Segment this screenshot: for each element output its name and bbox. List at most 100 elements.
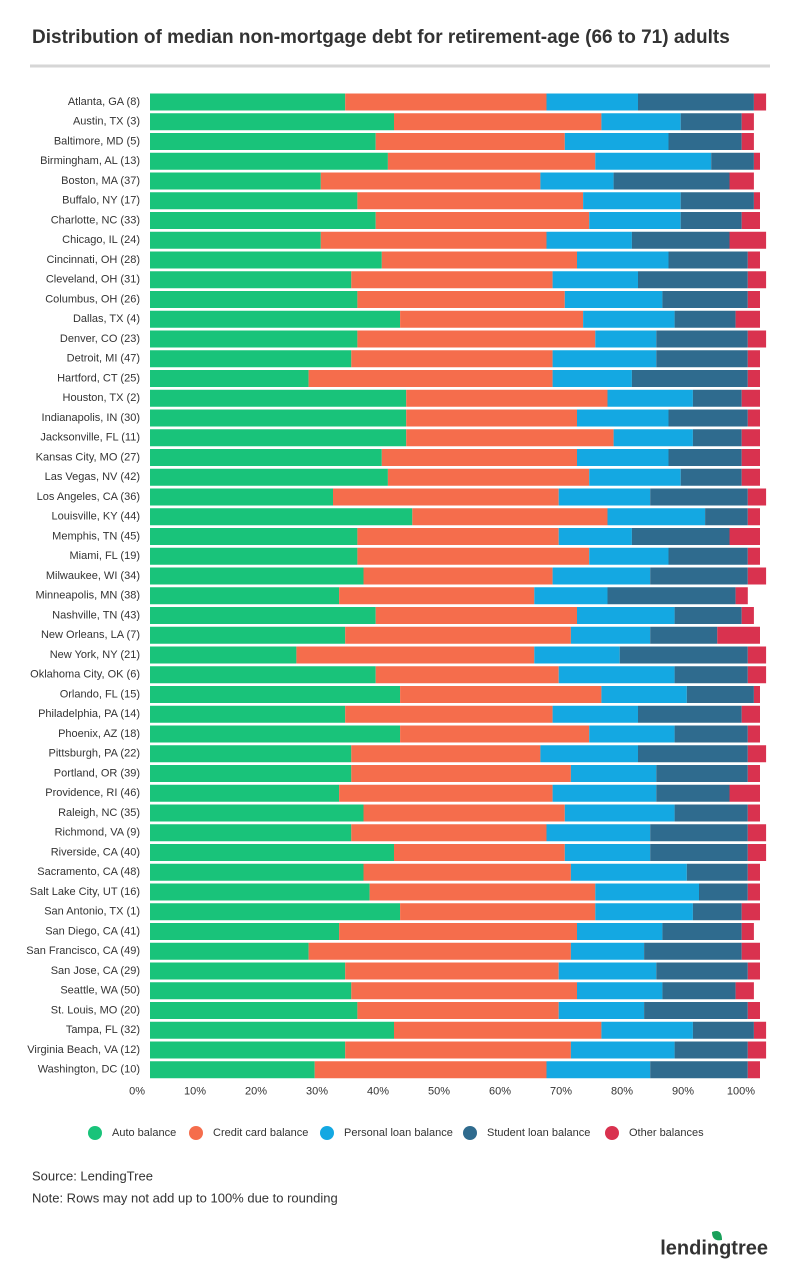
bar-segment bbox=[753, 686, 760, 703]
y-tick-label: Baltimore, MD (5) bbox=[54, 135, 140, 147]
bar-segment bbox=[747, 1002, 760, 1019]
bar-segment bbox=[747, 409, 760, 427]
bar-segment bbox=[601, 686, 687, 703]
bar-segment bbox=[729, 231, 767, 249]
bar-segment bbox=[735, 587, 748, 605]
bar-segment bbox=[705, 508, 748, 526]
bar-segment bbox=[387, 152, 596, 170]
bar-segment bbox=[589, 725, 675, 743]
bar-segment bbox=[747, 765, 760, 782]
bar-segment bbox=[656, 784, 730, 802]
bar-segment bbox=[638, 93, 754, 111]
legend-label: Student loan balance bbox=[487, 1127, 590, 1139]
bar-segment bbox=[747, 1061, 760, 1079]
bar-segment bbox=[668, 133, 742, 150]
legend-swatch bbox=[320, 1126, 334, 1140]
bar-segment bbox=[552, 567, 651, 585]
bar-segment bbox=[686, 686, 754, 703]
bar-segment bbox=[400, 903, 596, 921]
bar-segment bbox=[406, 389, 608, 407]
bar-segment bbox=[601, 1021, 693, 1039]
bar-segment bbox=[308, 370, 553, 387]
bar-segment bbox=[357, 330, 596, 348]
bar-segment bbox=[650, 626, 718, 644]
bar-segment bbox=[589, 468, 681, 486]
bar-segment bbox=[150, 508, 413, 526]
bar-segment bbox=[741, 942, 760, 960]
bar-segment bbox=[363, 863, 571, 881]
bar-segment bbox=[387, 468, 590, 486]
bar-segment bbox=[595, 883, 699, 901]
bar-segment bbox=[747, 824, 767, 842]
bar-segment bbox=[150, 626, 346, 644]
bar-segment bbox=[375, 666, 559, 684]
bar-segment bbox=[741, 212, 760, 229]
bar-segment bbox=[345, 962, 559, 980]
bar-segment bbox=[150, 607, 376, 624]
bar-segment bbox=[729, 784, 760, 802]
bar-segment bbox=[741, 705, 760, 723]
y-tick-label: Phoenix, AZ (18) bbox=[58, 728, 140, 740]
bar-segment bbox=[150, 271, 352, 289]
bar-segment bbox=[595, 152, 712, 170]
bar-segment bbox=[680, 212, 742, 229]
bar-segment bbox=[662, 982, 736, 1000]
y-tick-label: Cleveland, OH (31) bbox=[46, 274, 140, 286]
bar-segment bbox=[680, 113, 742, 131]
bar-segment bbox=[607, 508, 706, 526]
y-tick-label: Hartford, CT (25) bbox=[57, 372, 140, 384]
bar-segment bbox=[150, 962, 346, 980]
bar-segment bbox=[150, 725, 401, 743]
bar-segment bbox=[747, 488, 767, 506]
bar-segment bbox=[650, 844, 748, 861]
bar-segment bbox=[741, 923, 754, 940]
logo-leaf bbox=[712, 1231, 722, 1241]
y-tick-label: Richmond, VA (9) bbox=[55, 827, 140, 839]
y-tick-label: Orlando, FL (15) bbox=[60, 688, 140, 700]
bar-segment bbox=[150, 1002, 358, 1019]
bar-segment bbox=[613, 429, 693, 447]
bar-segment bbox=[564, 804, 675, 822]
bar-segment bbox=[577, 409, 669, 427]
bar-segment bbox=[540, 745, 638, 763]
bar-segment bbox=[570, 626, 651, 644]
bar-segment bbox=[150, 409, 407, 427]
bar-segment bbox=[150, 113, 394, 131]
bar-segment bbox=[308, 942, 571, 960]
bar-segment bbox=[552, 784, 657, 802]
bar-segment bbox=[656, 962, 748, 980]
bar-segment bbox=[150, 192, 358, 210]
y-tick-label: San Jose, CA (29) bbox=[51, 965, 140, 977]
legend-label: Personal loan balance bbox=[344, 1127, 453, 1139]
bar-segment bbox=[320, 231, 547, 249]
bar-segment bbox=[577, 982, 663, 1000]
bar-segment bbox=[564, 844, 651, 861]
bar-segment bbox=[662, 923, 742, 940]
bar-segment bbox=[729, 528, 760, 545]
y-tick-label: Las Vegas, NV (42) bbox=[45, 471, 140, 483]
y-tick-label: Austin, TX (3) bbox=[73, 116, 140, 128]
bar-segment bbox=[741, 607, 754, 624]
y-tick-label: Memphis, TN (45) bbox=[52, 530, 140, 542]
legend-swatch bbox=[463, 1126, 477, 1140]
bar-segment bbox=[741, 429, 760, 447]
bar-segment bbox=[394, 1021, 602, 1039]
bar-segment bbox=[583, 192, 681, 210]
bar-segment bbox=[747, 291, 760, 308]
bar-segment bbox=[570, 1041, 675, 1059]
bar-segment bbox=[546, 93, 638, 111]
x-tick-label: 10% bbox=[184, 1086, 206, 1098]
y-tick-label: Providence, RI (46) bbox=[45, 787, 140, 799]
x-tick-label: 100% bbox=[727, 1086, 755, 1098]
y-tick-label: Sacramento, CA (48) bbox=[37, 866, 140, 878]
bar-segment bbox=[150, 567, 364, 585]
bar-segment bbox=[747, 1041, 767, 1059]
bar-segment bbox=[552, 350, 657, 368]
y-tick-label: Philadelphia, PA (14) bbox=[38, 708, 140, 720]
y-tick-label: Riverside, CA (40) bbox=[51, 846, 140, 858]
bar-segment bbox=[747, 844, 767, 861]
bar-segment bbox=[699, 883, 748, 901]
bar-segment bbox=[668, 409, 748, 427]
x-tick-label: 20% bbox=[245, 1086, 267, 1098]
bar-segment bbox=[747, 646, 767, 664]
